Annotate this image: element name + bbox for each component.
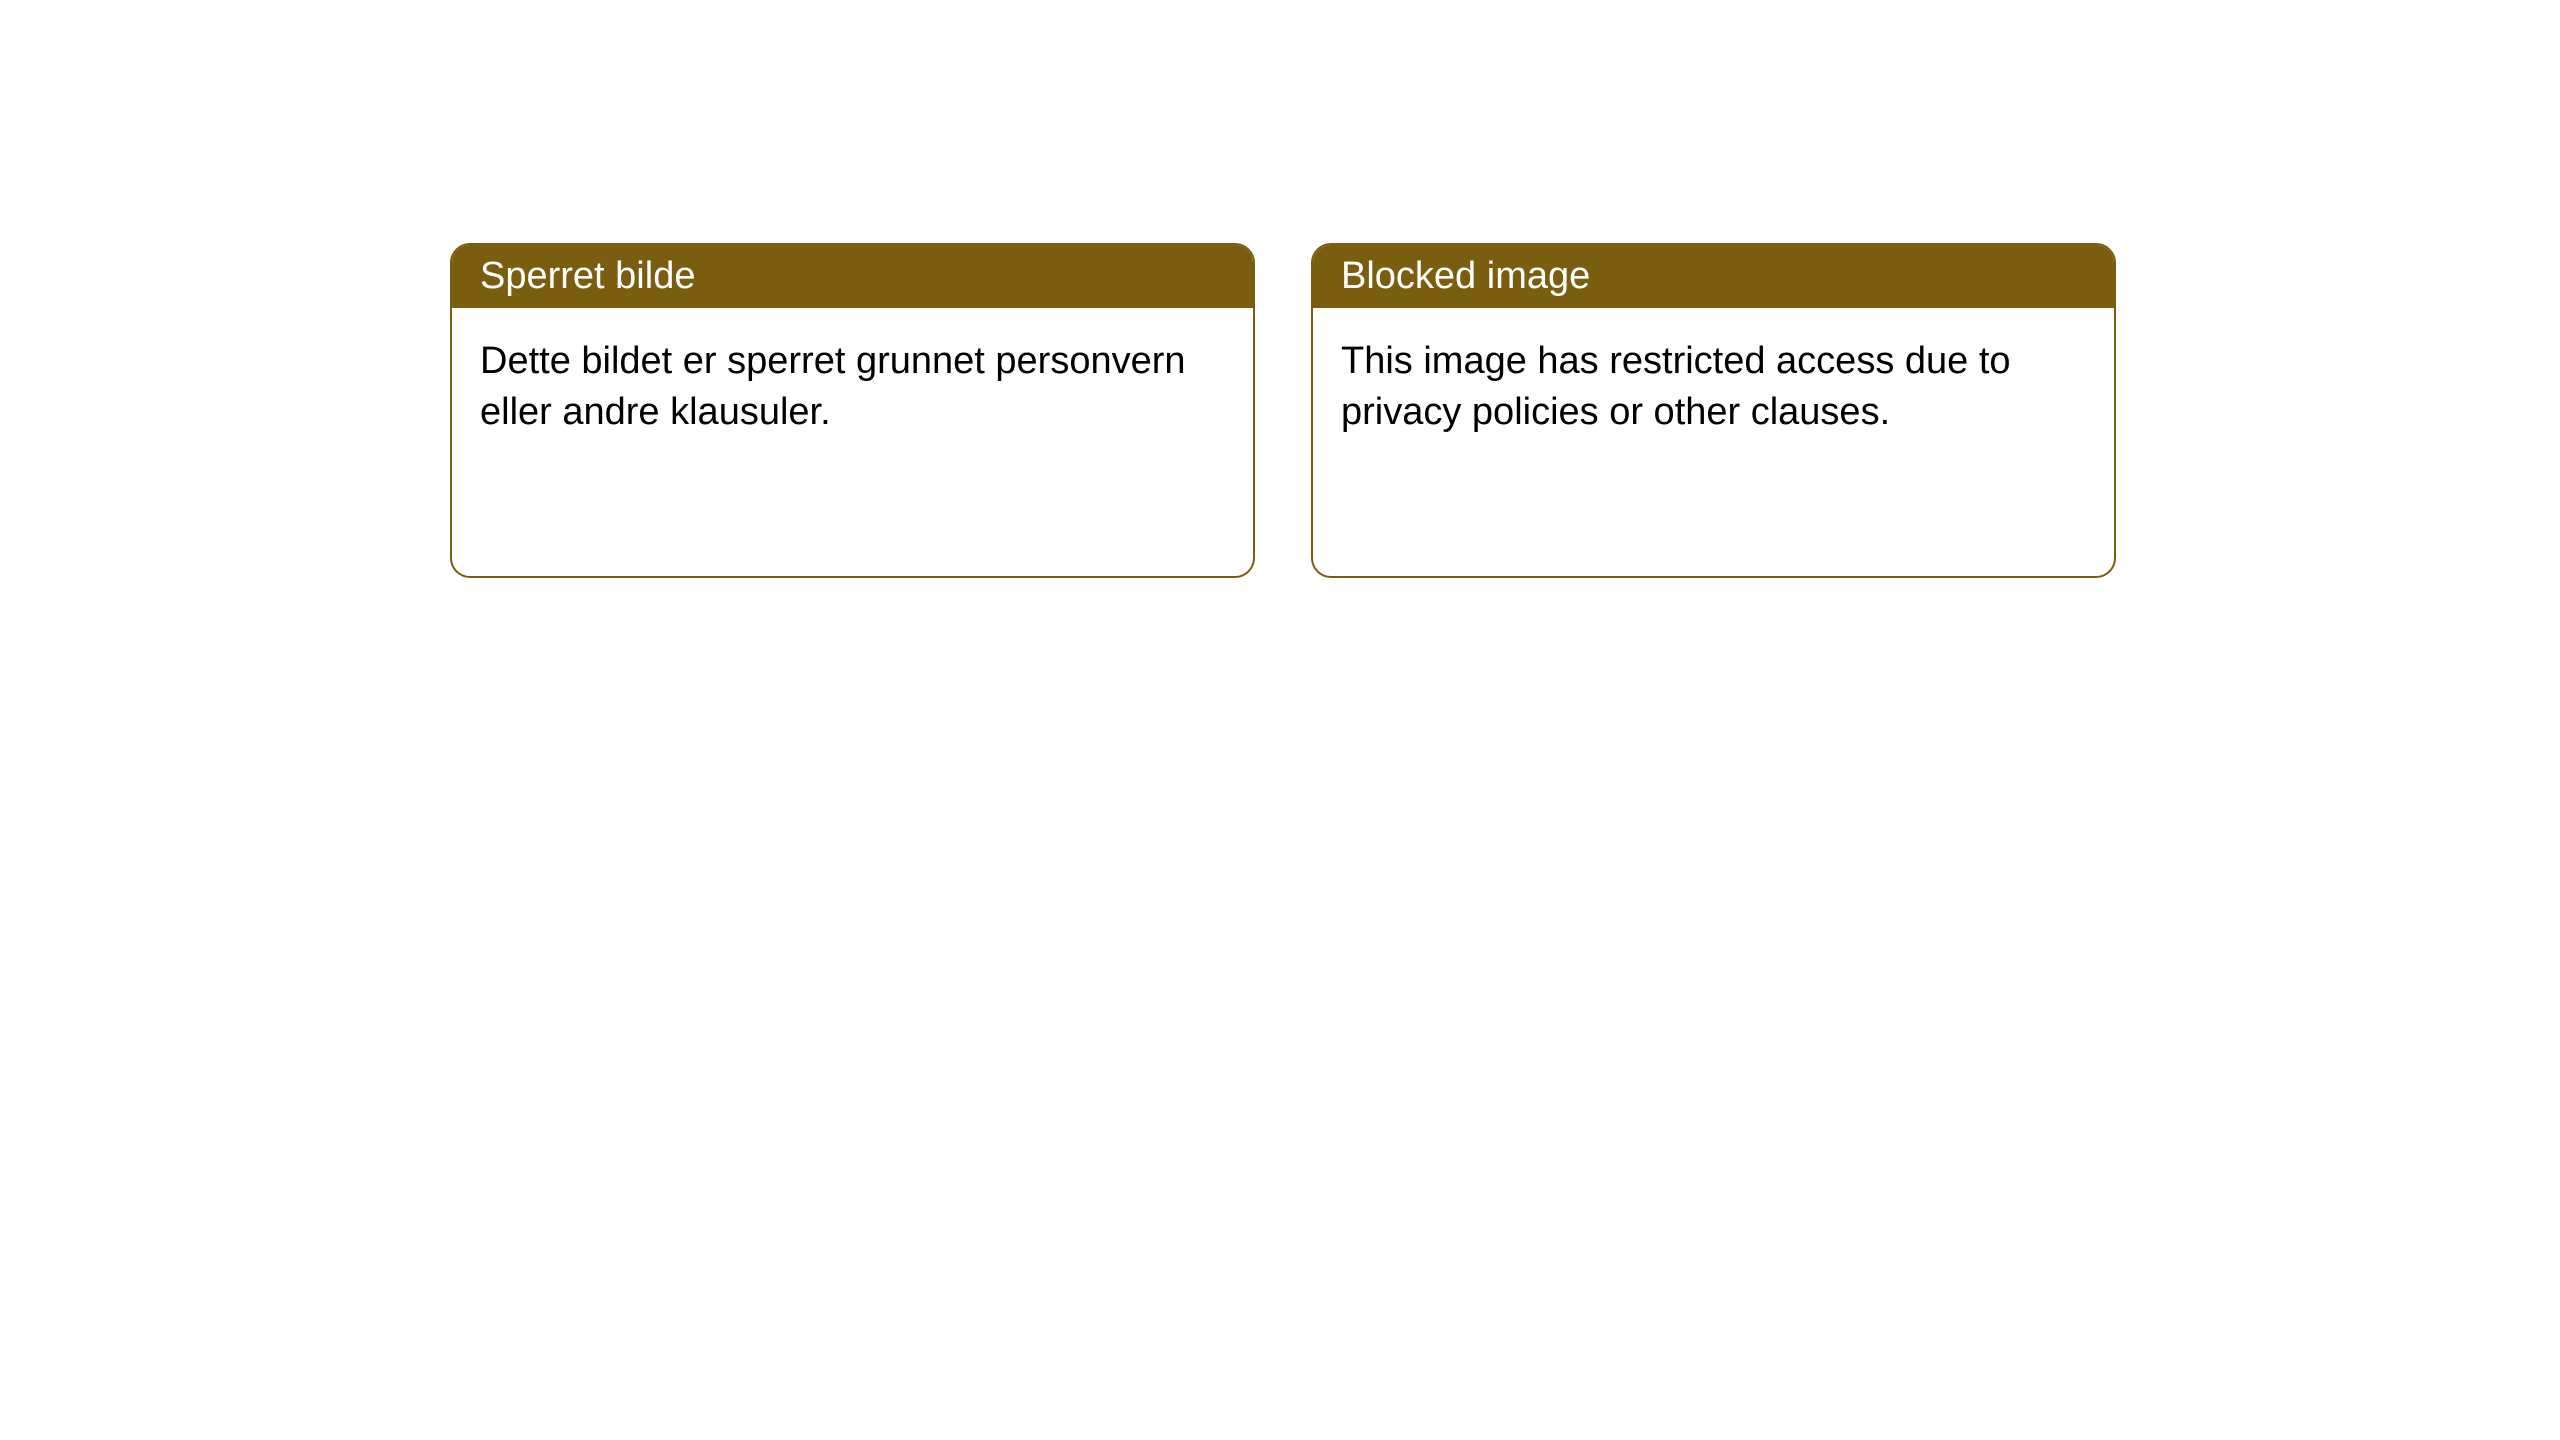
notice-message: This image has restricted access due to … — [1341, 340, 2011, 433]
notice-container: Sperret bilde Dette bildet er sperret gr… — [0, 0, 2560, 578]
notice-title: Sperret bilde — [480, 255, 695, 297]
notice-header: Sperret bilde — [452, 245, 1253, 308]
notice-card-english: Blocked image This image has restricted … — [1311, 243, 2116, 578]
notice-header: Blocked image — [1313, 245, 2114, 308]
notice-title: Blocked image — [1341, 255, 1590, 297]
notice-card-norwegian: Sperret bilde Dette bildet er sperret gr… — [450, 243, 1255, 578]
notice-message: Dette bildet er sperret grunnet personve… — [480, 340, 1186, 433]
notice-body: Dette bildet er sperret grunnet personve… — [452, 308, 1253, 467]
notice-body: This image has restricted access due to … — [1313, 308, 2114, 467]
